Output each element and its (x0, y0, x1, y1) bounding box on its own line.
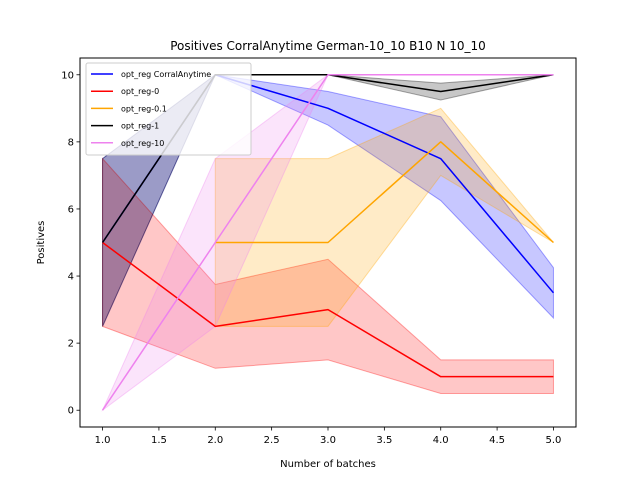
x-tick-label: 3.0 (320, 435, 336, 446)
x-axis: 1.0 1.5 2.0 2.5 3.0 3.5 4.0 4.5 5.0 (95, 427, 562, 446)
y-tick-label: 4 (68, 272, 74, 283)
confidence-bands (101, 74, 554, 412)
y-tick-label: 8 (68, 137, 74, 148)
y-tick-label: 10 (61, 70, 74, 81)
chart-title: Positives CorralAnytime German-10_10 B10… (170, 39, 486, 53)
x-tick-label: 2.0 (207, 435, 223, 446)
line-opt-reg-10 (101, 74, 554, 411)
line-opt-reg-0-1 (215, 141, 554, 244)
legend-label-opt-reg-1: opt_reg-1 (121, 122, 159, 131)
y-tick-label: 0 (68, 406, 74, 417)
x-tick-label: 1.5 (151, 435, 167, 446)
y-axis-label: Positives (36, 221, 47, 265)
x-axis-label: Number of batches (280, 459, 376, 470)
legend-label-opt-reg-10: opt_reg-10 (121, 139, 164, 148)
x-tick-label: 3.5 (376, 435, 392, 446)
band-opt-reg-corralanytime (102, 74, 554, 327)
x-tick-label: 4.5 (489, 435, 505, 446)
band-opt-reg-0 (102, 157, 554, 394)
y-tick-label: 6 (68, 204, 74, 215)
y-axis: 0 2 4 6 8 10 (61, 70, 80, 417)
legend-label-opt-reg-0: opt_reg-0 (121, 87, 159, 96)
x-tick-label: 2.5 (264, 435, 280, 446)
x-tick-label: 4.0 (433, 435, 449, 446)
legend: opt_reg CorralAnytime opt_reg-0 opt_reg-0.… (85, 62, 252, 156)
legend-label-opt-reg-0-1: opt_reg-0.1 (121, 104, 167, 113)
legend-frame (85, 62, 252, 156)
legend-label-opt-reg-corralanytime: opt_reg CorralAnytime (121, 70, 211, 79)
x-tick-label: 5.0 (546, 435, 562, 446)
y-tick-label: 2 (68, 339, 74, 350)
x-tick-label: 1.0 (95, 435, 111, 446)
band-opt-reg-0-1 (214, 107, 554, 327)
